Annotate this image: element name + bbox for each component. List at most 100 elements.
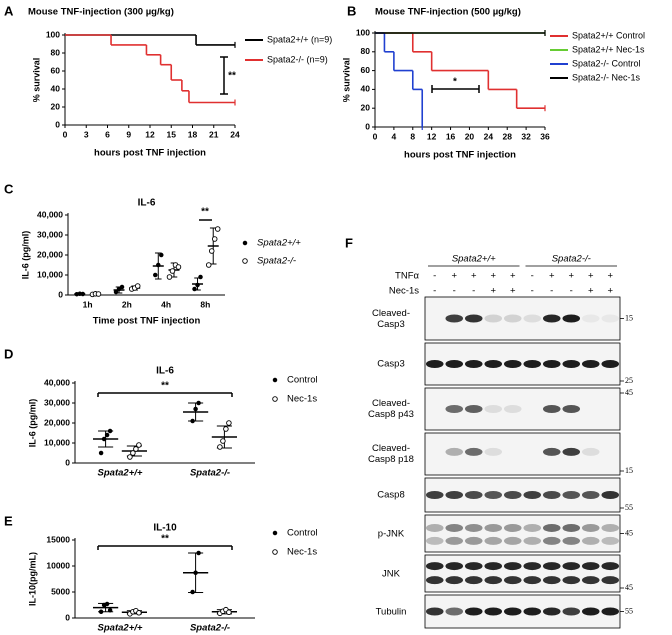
blot-band [542, 523, 561, 532]
blot-band [523, 523, 542, 532]
blot-band [464, 314, 483, 323]
blot-band [542, 491, 561, 499]
blot-band [581, 607, 600, 616]
x-tick-label: 36 [540, 131, 550, 141]
blot-band [562, 405, 581, 413]
data-point [95, 291, 102, 297]
legend-label: Spata2-/- Nec-1s [572, 72, 641, 82]
data-point [196, 550, 201, 556]
blot-band [542, 576, 561, 585]
x-tick-label: 2h [122, 299, 132, 309]
blot-band [445, 562, 464, 571]
blot-band [562, 447, 581, 456]
blot-band [601, 314, 620, 323]
y-tick-label: 10,000 [44, 437, 70, 447]
blot-band [445, 491, 464, 499]
blot-band [601, 607, 620, 616]
lane-sign: - [531, 286, 534, 297]
x-tick-label: 0 [373, 131, 378, 141]
blot-band [503, 405, 522, 413]
panel-letter: D [4, 346, 13, 361]
blot-band [425, 360, 444, 368]
lane-sign: + [490, 271, 496, 282]
x-tick-label: Spata2+/+ [98, 468, 143, 479]
blot-frame [424, 554, 621, 593]
blot-band [484, 314, 503, 323]
x-tick-label: 4 [392, 131, 397, 141]
annotation: ** [161, 534, 169, 545]
x-tick-label: 16 [446, 131, 456, 141]
x-tick-label: 12 [145, 129, 155, 139]
x-tick-label: Spata2+/+ [98, 623, 143, 634]
panel-letter: F [345, 235, 353, 250]
chart-title: IL-6 [156, 366, 174, 377]
data-point [193, 406, 198, 412]
data-point [193, 570, 198, 576]
legend-label: Nec-1s [287, 547, 317, 558]
x-tick-label: 4h [161, 299, 171, 309]
mw-marker: 55 [625, 503, 633, 512]
x-tick-label: 8h [200, 299, 210, 309]
data-point [119, 284, 125, 290]
row-label: p-JNK [377, 528, 405, 539]
lane-sign: + [588, 286, 594, 297]
panel-letter: A [4, 3, 14, 18]
annotation: ** [201, 207, 209, 218]
blot-band [601, 491, 620, 499]
blot-band [445, 576, 464, 585]
blot-band [562, 562, 581, 571]
y-tick-label: 100 [356, 27, 370, 37]
data-point [80, 291, 86, 297]
blot-band [503, 562, 522, 571]
lane-sign: + [490, 286, 496, 297]
data-point [166, 274, 173, 280]
row-label: Cleaved-Casp8 p18 [368, 443, 414, 465]
x-tick-label: 18 [188, 129, 198, 139]
y-axis-label: IL-10(pg/mL) [27, 552, 37, 606]
blot-band [464, 447, 483, 456]
y-tick-label: 40,000 [37, 209, 63, 219]
blot-band [464, 491, 483, 499]
legend-label: Spata2+/+ (n=9) [267, 34, 332, 44]
x-tick-label: 32 [521, 131, 531, 141]
blot-band [601, 536, 620, 545]
blot-band [542, 447, 561, 456]
data-point [133, 446, 139, 452]
row-label: Cleaved-Casp3 [371, 307, 411, 330]
blot-band [484, 536, 503, 545]
data-point [190, 418, 195, 424]
x-tick-label: 12 [427, 131, 437, 141]
lane-sign: - [472, 286, 475, 297]
blot-band [464, 576, 483, 585]
lane-sign: - [570, 286, 573, 297]
x-tick-label: Spata2-/- [190, 623, 230, 634]
data-point [220, 438, 226, 444]
data-point [192, 286, 197, 292]
blot-band [503, 491, 522, 499]
data-point [107, 607, 113, 613]
blot-band [562, 536, 581, 545]
data-point [169, 268, 176, 274]
mw-marker: 45 [625, 388, 633, 397]
blot-band [542, 562, 561, 571]
y-axis-label: % survival [341, 58, 351, 103]
x-tick-label: 20 [465, 131, 475, 141]
y-tick-label: 0 [365, 121, 370, 131]
data-point [116, 286, 122, 292]
blot-band [581, 562, 600, 571]
data-point [101, 436, 107, 442]
blot-band [523, 491, 542, 499]
y-tick-label: 100 [46, 29, 60, 39]
x-tick-label: 0 [63, 129, 68, 139]
data-point [226, 609, 232, 616]
blot-band [425, 536, 444, 545]
data-point [214, 226, 221, 232]
lane-sign: + [510, 271, 516, 282]
legend-label: Spata2+/+ [257, 238, 301, 249]
x-tick-label: Spata2-/- [190, 468, 230, 479]
y-tick-label: 80 [361, 46, 371, 56]
blot-band [581, 536, 600, 545]
blot-frame [424, 432, 621, 476]
